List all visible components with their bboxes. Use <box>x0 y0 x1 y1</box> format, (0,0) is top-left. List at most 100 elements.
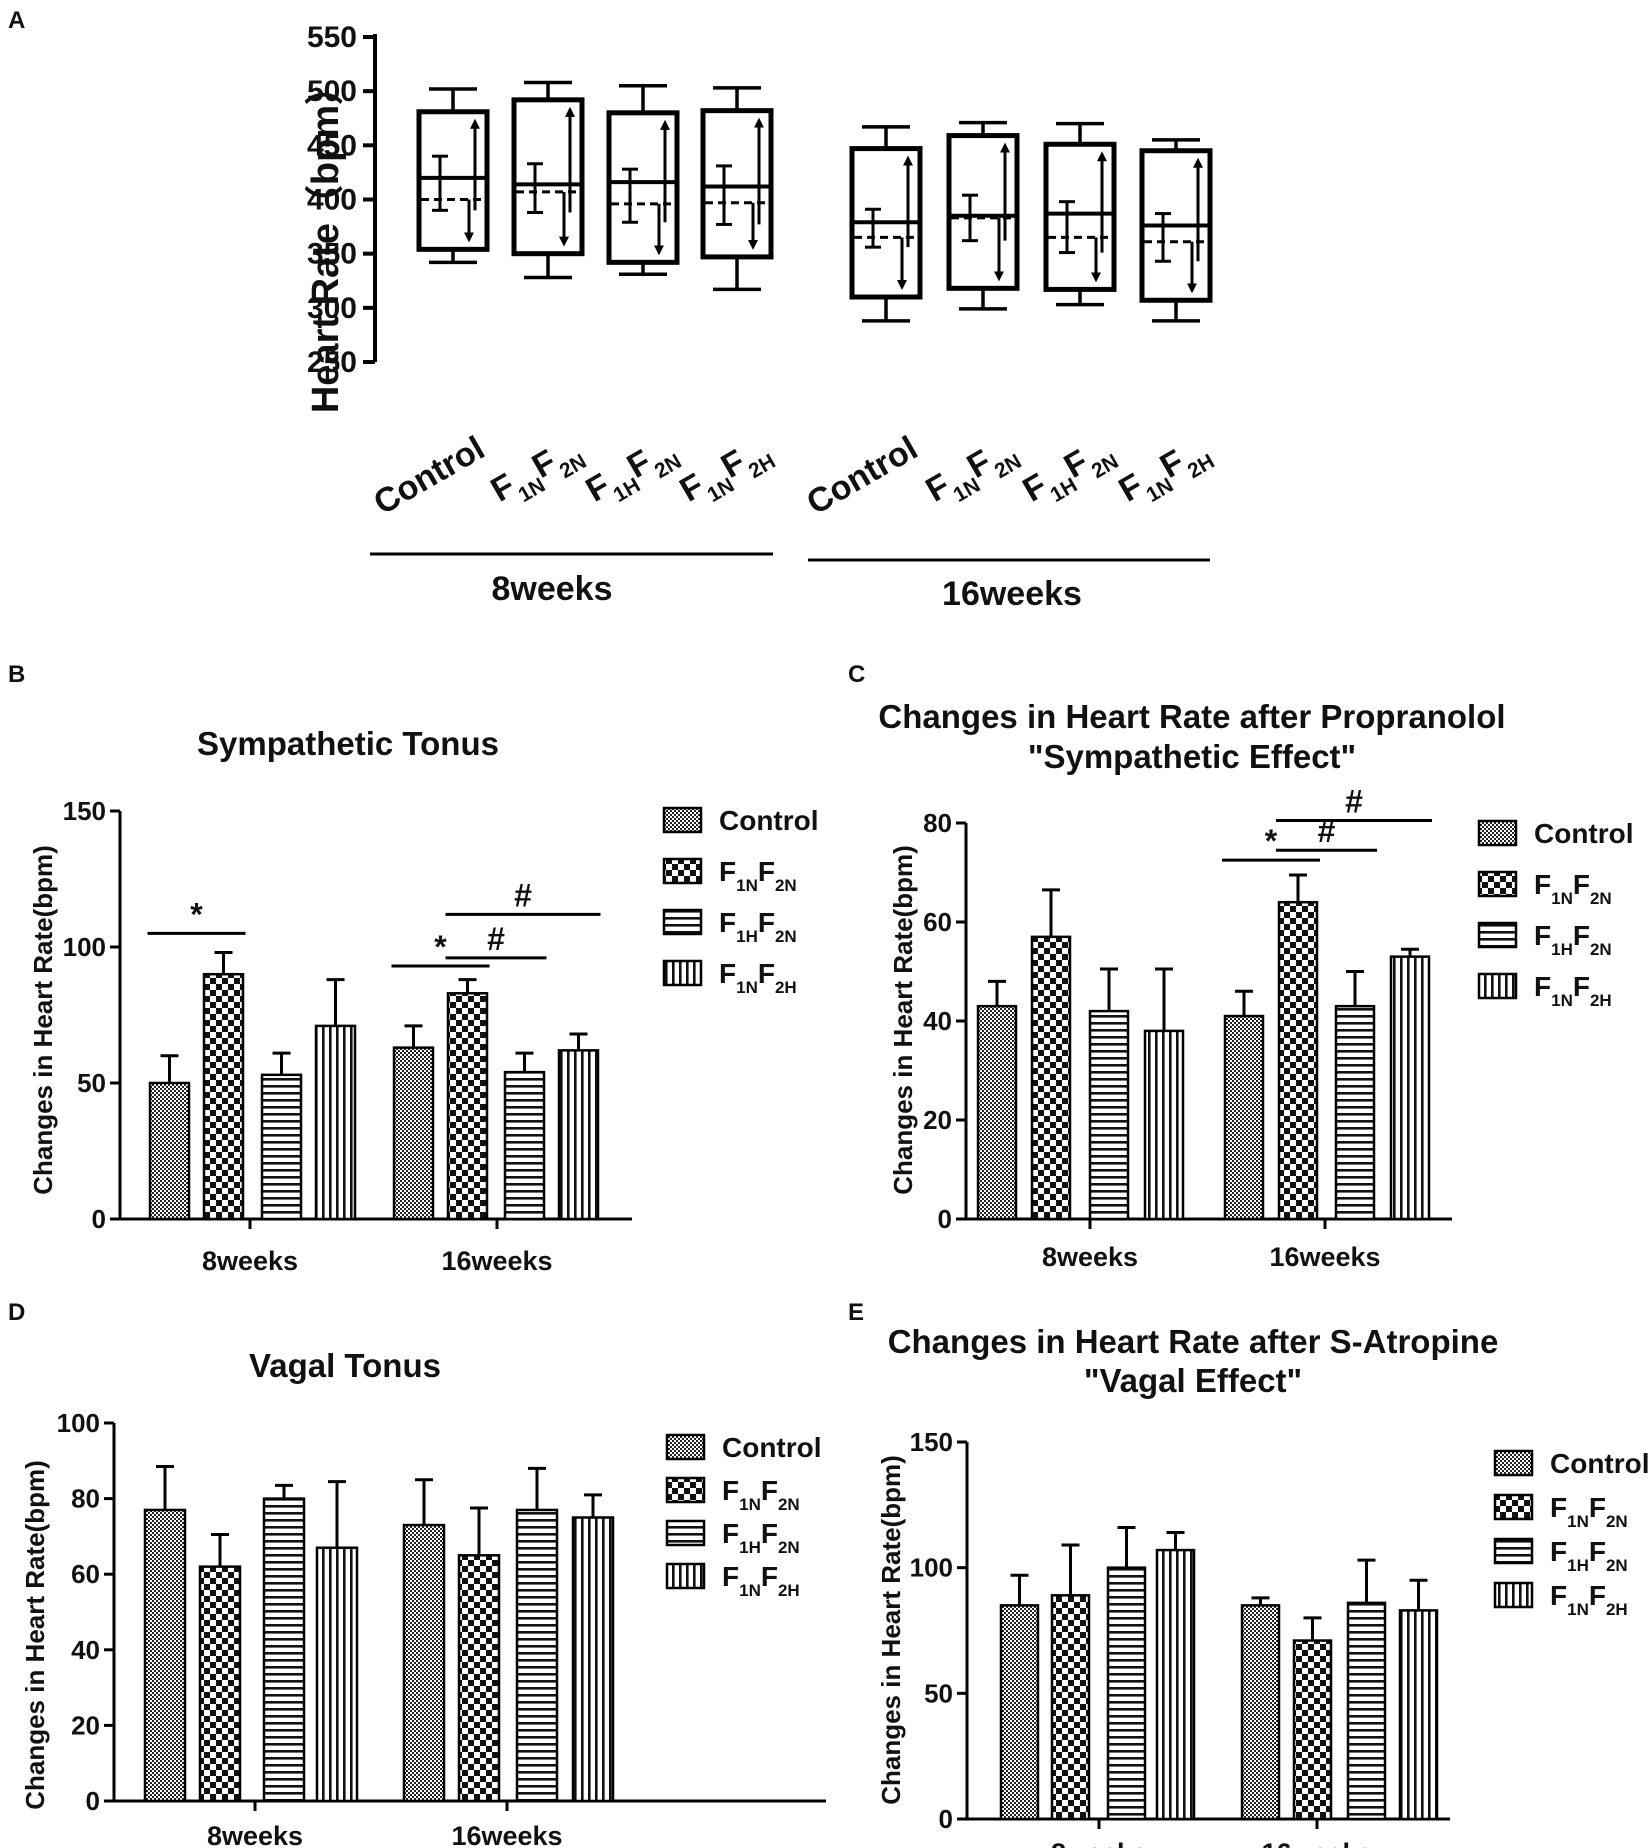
panel-c-legend-swatch-f1nf2h <box>1477 972 1518 1000</box>
panel-letter-e: E <box>848 1299 864 1326</box>
panel-b-ylabel: Changes in Heart Rate(bpm) <box>28 845 58 1195</box>
panel-b-legend-label-control: Control <box>719 805 819 836</box>
panel-b-significance-mark: * <box>434 929 447 965</box>
panel-b-ytick-label: 150 <box>63 796 106 826</box>
panel-d-ytick-label: 0 <box>86 1786 100 1816</box>
panel-a-box-8weeks-f1hf2n <box>606 84 680 276</box>
panel-d-bar-8weeks-f1hf2n <box>262 1497 306 1803</box>
panel-c-bar-8weeks-control <box>976 1004 1018 1221</box>
panel-d-xtick-label-8weeks: 8weeks <box>207 1821 303 1848</box>
panel-d-bar-16weeks-control <box>402 1523 446 1803</box>
panel-c-legend-swatch-f1nf2n <box>1477 870 1518 898</box>
panel-d-ytick-label: 20 <box>71 1710 100 1740</box>
panel-a-category-label: Control <box>800 429 924 522</box>
panel-e-ytick-label: 50 <box>924 1678 953 1708</box>
panel-a-box-8weeks-control <box>416 87 490 265</box>
panel-e-bar-8weeks-f1hf2n <box>1106 1566 1147 1821</box>
panel-b-bar-16weeks-control <box>392 1046 435 1221</box>
panel-a-category-label: Control <box>367 429 491 522</box>
panel-e-legend-swatch-control <box>1493 1449 1534 1477</box>
panel-d-bar-16weeks-f1nf2h <box>571 1516 615 1803</box>
panel-a-chart: 250300350400450500550ControlF1NF2NF1HF2N… <box>307 21 1218 562</box>
panel-e-bar-16weeks-f1nf2h <box>1398 1609 1439 1821</box>
panel-b-legend-label-f1hf2n: F1HF2N <box>719 907 797 946</box>
panel-b-bar-16weeks-f1nf2n <box>446 991 489 1221</box>
panel-a-box-16weeks-f1nf2h <box>1139 138 1213 323</box>
panel-a-group-label-16weeks: 16weeks <box>942 575 1082 613</box>
panel-e-bar-16weeks-control <box>1240 1604 1281 1821</box>
panel-e-bar-8weeks-control <box>999 1604 1040 1821</box>
panel-b-legend-swatch-f1nf2h <box>662 959 703 987</box>
panel-letter-d: D <box>8 1299 25 1326</box>
panel-a-ytick-label: 300 <box>307 292 357 325</box>
panel-a-ytick-label: 250 <box>307 346 357 379</box>
panel-letter-c: C <box>848 661 865 688</box>
panel-c-xtick-label-16weeks: 16weeks <box>1269 1242 1380 1272</box>
panel-e-subtitle: "Vagal Effect" <box>1084 1362 1302 1399</box>
panel-letter-a: A <box>8 7 25 34</box>
panel-e-legend-swatch-f1hf2n <box>1493 1537 1534 1565</box>
panel-a-group-label-8weeks: 8weeks <box>492 570 613 608</box>
panel-d-legend-label-f1hf2n: F1HF2N <box>722 1518 800 1557</box>
panel-d-legend-swatch-f1nf2n <box>665 1476 706 1504</box>
panel-b-legend-swatch-control <box>662 806 703 834</box>
panel-a-box-8weeks-f1nf2n <box>511 80 585 280</box>
panel-a-box-8weeks-f1nf2h <box>700 86 774 292</box>
panel-c-legend-label-control: Control <box>1534 818 1634 849</box>
panel-b-ytick-label: 50 <box>77 1068 106 1098</box>
panel-e-ytick-label: 0 <box>939 1804 953 1834</box>
panel-c-significance-mark: # <box>1345 784 1363 820</box>
panel-d-legend-swatch-f1nf2h <box>665 1562 706 1590</box>
panel-e-legend-swatch-f1nf2n <box>1493 1493 1534 1521</box>
panel-d-xtick-label-16weeks: 16weeks <box>451 1821 562 1848</box>
panel-b-legend-swatch-f1hf2n <box>662 908 703 936</box>
panel-c-legend-label-f1nf2n: F1NF2N <box>1534 869 1612 908</box>
panel-e-ytick-label: 100 <box>910 1553 953 1583</box>
panel-c-bar-8weeks-f1nf2n <box>1030 935 1072 1221</box>
panel-c-bar-16weeks-f1nf2n <box>1277 900 1319 1221</box>
panel-c-legend-label-f1nf2h: F1NF2H <box>1534 971 1612 1010</box>
panel-d-bar-8weeks-control <box>143 1508 187 1803</box>
panel-b-significance-mark: # <box>487 921 505 957</box>
panel-e-title: Changes in Heart Rate after S-Atropine <box>888 1323 1499 1360</box>
panel-d-ytick-label: 40 <box>71 1635 100 1665</box>
panel-b-ytick-label: 0 <box>92 1204 106 1234</box>
panel-d-legend-label-f1nf2n: F1NF2N <box>722 1475 800 1514</box>
panel-d-title: Vagal Tonus <box>249 1347 441 1384</box>
panel-b-legend-label-f1nf2h: F1NF2H <box>719 958 797 997</box>
panel-a-category-label: F1HF2N <box>579 429 685 517</box>
panel-d-ylabel: Changes in Heart Rate(bpm) <box>20 1460 50 1810</box>
panel-d-bar-16weeks-f1nf2n <box>457 1554 501 1803</box>
panel-e-ytick-label: 150 <box>910 1427 953 1457</box>
box-iqr <box>511 97 585 257</box>
panel-d-bar-8weeks-f1nf2h <box>315 1546 359 1803</box>
panel-c-ytick-label: 0 <box>938 1204 952 1234</box>
panel-c-bar-16weeks-control <box>1223 1014 1265 1221</box>
box-iqr <box>946 133 1020 291</box>
panel-a-category-label: F1NF2N <box>919 429 1025 517</box>
panel-d-legend-swatch-control <box>665 1433 706 1461</box>
panel-c-bar-16weeks-f1nf2h <box>1389 955 1431 1221</box>
panel-b-bar-8weeks-f1nf2n <box>202 972 245 1221</box>
panel-a-category-label: F1NF2H <box>1112 429 1218 517</box>
box-iqr <box>1043 141 1117 292</box>
panel-b-bar-16weeks-f1hf2n <box>503 1070 546 1221</box>
panel-c-significance-mark: # <box>1318 813 1336 849</box>
panel-c-bar-16weeks-f1hf2n <box>1334 1004 1376 1221</box>
panel-c-title: Changes in Heart Rate after Propranolol <box>878 698 1505 735</box>
panel-e-bar-16weeks-f1hf2n <box>1346 1601 1387 1821</box>
panel-c-ylabel: Changes in Heart Rate(bpm) <box>888 845 918 1195</box>
panel-d-ytick-label: 60 <box>71 1559 100 1589</box>
panel-a-category-label: F1NF2N <box>484 429 590 517</box>
panel-d-legend-label-control: Control <box>722 1432 822 1463</box>
panel-b-ytick-label: 100 <box>63 932 106 962</box>
panel-d-bar-8weeks-f1nf2n <box>198 1565 242 1803</box>
panel-d-bar-16weeks-f1hf2n <box>515 1508 559 1803</box>
panel-c-significance-mark: * <box>1265 823 1278 859</box>
panel-e-xtick-label-16weeks: 16weeks <box>1261 1838 1372 1848</box>
panel-a-category-label: F1NF2H <box>673 429 779 517</box>
panel-b-legend-label-f1nf2n: F1NF2N <box>719 856 797 895</box>
panel-c-ytick-label: 20 <box>923 1105 952 1135</box>
panel-e-legend-label-f1nf2n: F1NF2N <box>1550 1492 1628 1531</box>
